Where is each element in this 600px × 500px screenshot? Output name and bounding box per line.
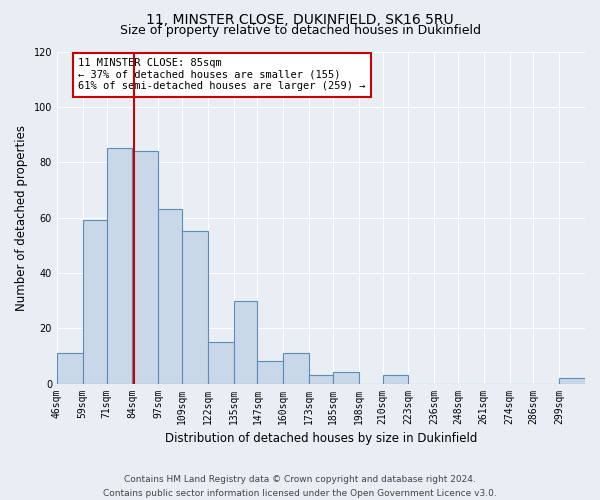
X-axis label: Distribution of detached houses by size in Dukinfield: Distribution of detached houses by size …: [165, 432, 477, 445]
Bar: [283, 353, 309, 384]
Bar: [233, 300, 257, 384]
Bar: [257, 362, 283, 384]
Bar: [208, 342, 233, 384]
Bar: [107, 148, 133, 384]
Bar: [383, 376, 409, 384]
Text: 11, MINSTER CLOSE, DUKINFIELD, SK16 5RU: 11, MINSTER CLOSE, DUKINFIELD, SK16 5RU: [146, 12, 454, 26]
Bar: [133, 151, 158, 384]
Bar: [333, 372, 359, 384]
Bar: [57, 353, 83, 384]
Bar: [309, 376, 333, 384]
Bar: [83, 220, 107, 384]
Bar: [559, 378, 585, 384]
Bar: [182, 232, 208, 384]
Text: Contains HM Land Registry data © Crown copyright and database right 2024.
Contai: Contains HM Land Registry data © Crown c…: [103, 476, 497, 498]
Text: Size of property relative to detached houses in Dukinfield: Size of property relative to detached ho…: [119, 24, 481, 37]
Y-axis label: Number of detached properties: Number of detached properties: [15, 124, 28, 310]
Bar: [158, 209, 182, 384]
Text: 11 MINSTER CLOSE: 85sqm
← 37% of detached houses are smaller (155)
61% of semi-d: 11 MINSTER CLOSE: 85sqm ← 37% of detache…: [78, 58, 365, 92]
